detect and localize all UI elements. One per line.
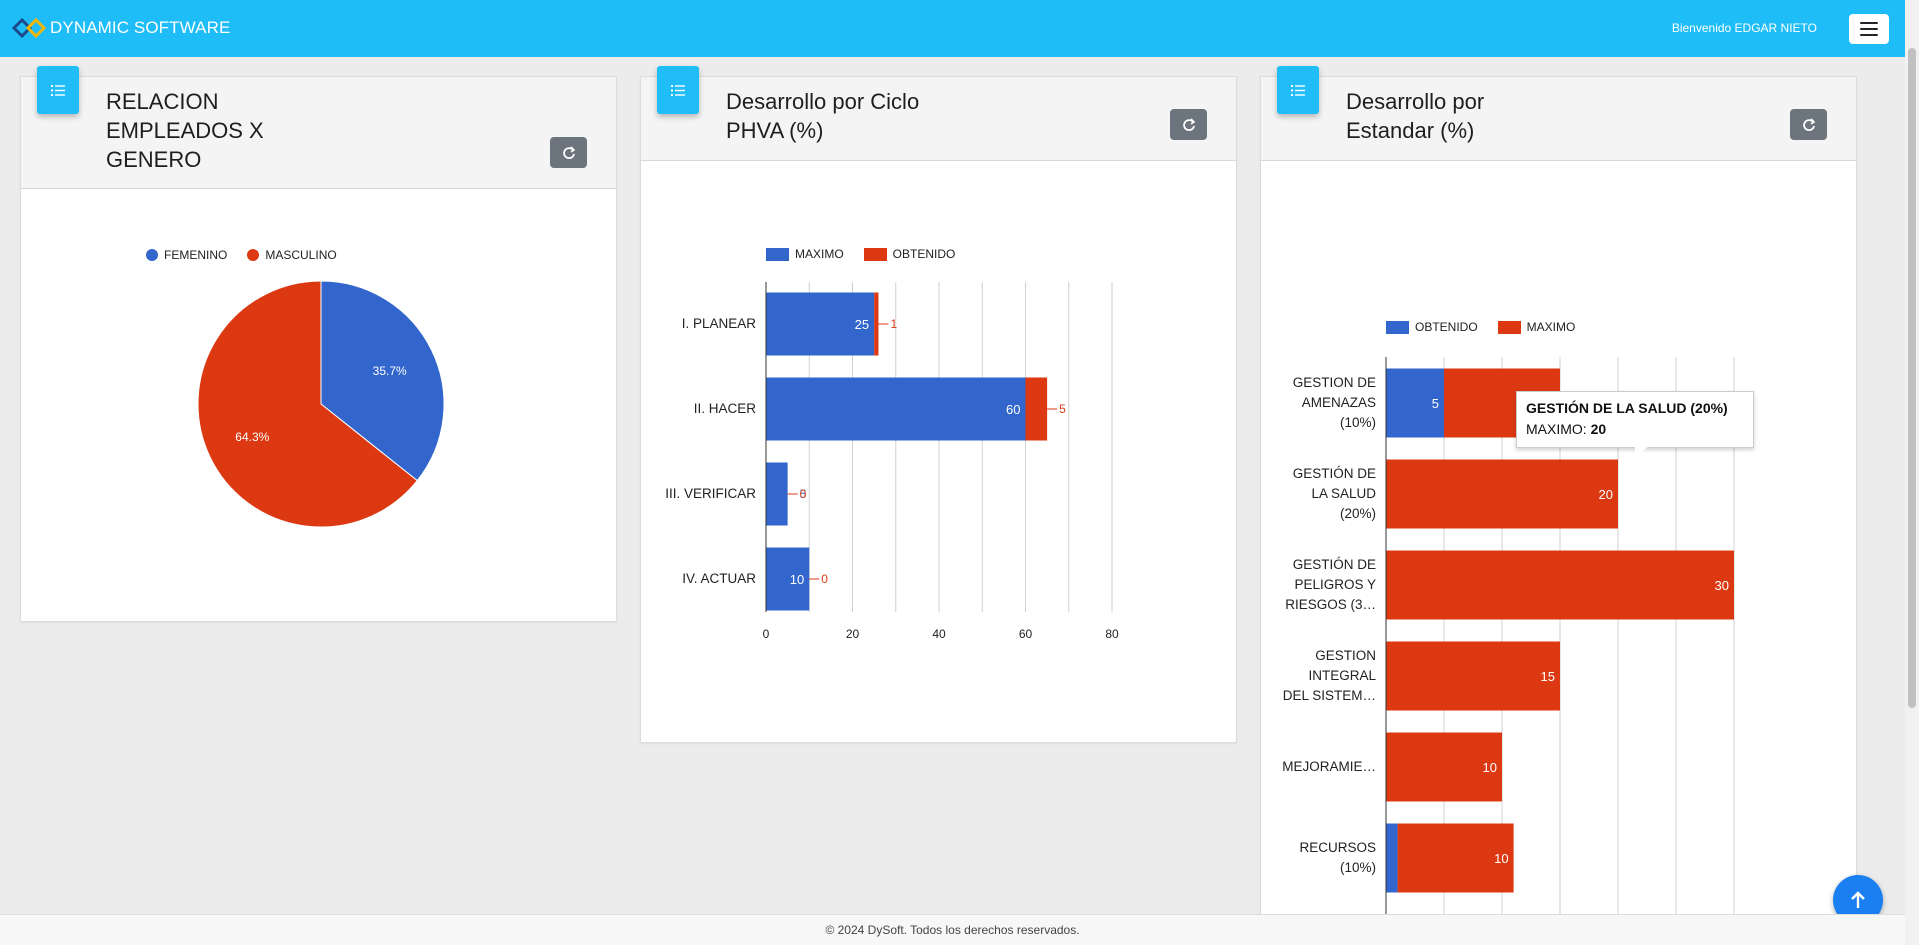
card-header: RELACION EMPLEADOS X GENERO	[21, 66, 616, 189]
page-scrollbar[interactable]	[1905, 0, 1919, 945]
data-label: 30	[1715, 578, 1729, 593]
refresh-icon	[1182, 117, 1195, 131]
hamburger-menu-icon	[1860, 22, 1878, 37]
bar-obtenido[interactable]	[874, 292, 879, 356]
refresh-icon	[562, 145, 575, 159]
legend-item-masculino[interactable]: MASCULINO	[247, 248, 337, 262]
brand-name: DYNAMIC SOFTWARE	[50, 18, 231, 37]
pie-legend: FEMENINO MASCULINO	[146, 248, 357, 262]
legend-item-femenino[interactable]: FEMENINO	[146, 248, 227, 262]
data-label: 5	[1432, 396, 1439, 411]
bar-maximo[interactable]	[766, 462, 788, 526]
data-label: 15	[1541, 669, 1555, 684]
card-header: Desarrollo por Ciclo PHVA (%)	[641, 66, 1236, 161]
category-label: DEL SISTEM…	[1283, 688, 1376, 703]
navbar: DYNAMIC SOFTWARE Bienvenido EDGAR NIETO	[0, 0, 1919, 57]
list-icon[interactable]	[37, 66, 79, 114]
card-title: Desarrollo por Estandar (%)	[1346, 89, 1485, 143]
category-label: RECURSOS	[1299, 840, 1376, 855]
bar-maximo[interactable]	[766, 377, 1026, 441]
card-title: Desarrollo por Ciclo PHVA (%)	[726, 89, 920, 143]
data-label: 5	[800, 487, 807, 501]
x-tick-label: 0	[763, 627, 770, 641]
x-tick-label: 40	[932, 627, 946, 641]
bar-obtenido[interactable]	[1025, 377, 1048, 441]
brand-logo-icon	[12, 17, 46, 39]
bar-obtenido[interactable]	[1386, 823, 1398, 893]
data-label: 25	[855, 317, 869, 332]
tooltip-value: MAXIMO: 20	[1526, 421, 1607, 437]
data-label: 0	[821, 572, 828, 586]
phva-bar-chart: 0 20 40 60 80 I. PLANEAR 25 1 II. HACER 60 5 III. V…	[665, 282, 1119, 641]
legend-item-obtenido[interactable]: OBTENIDO	[863, 247, 955, 261]
legend-item-maximo[interactable]: MAXIMO	[766, 247, 844, 261]
category-label: GESTIÓN DE	[1293, 466, 1376, 481]
category-label: PELIGROS Y	[1294, 577, 1376, 592]
phva-card: Desarrollo por Ciclo PHVA (%) MAXIMO OBT…	[640, 66, 1237, 743]
pie-slice-label: 64.3%	[235, 430, 269, 444]
data-label: 20	[1599, 487, 1613, 502]
refresh-icon	[1802, 117, 1815, 131]
card-title: RELACION EMPLEADOS X GENERO	[106, 89, 264, 172]
footer: © 2024 DySoft. Todos los derechos reserv…	[0, 914, 1905, 945]
menu-button[interactable]	[1849, 14, 1889, 44]
category-label: (10%)	[1340, 415, 1376, 430]
pie-slice-masculino[interactable]	[197, 280, 418, 528]
x-tick-label: 60	[1019, 627, 1033, 641]
category-label: (20%)	[1340, 506, 1376, 521]
bar-maximo[interactable]	[766, 547, 810, 611]
data-label: 10	[790, 572, 804, 587]
category-label: GESTIÓN DE	[1293, 557, 1376, 572]
refresh-button[interactable]	[550, 137, 587, 168]
pie-slice-label: 35.7%	[373, 364, 407, 378]
card-header: Desarrollo por Estandar (%)	[1261, 66, 1856, 161]
gender-pie-chart: 35.7% 64.3%	[197, 280, 445, 528]
category-label: IV. ACTUAR	[682, 571, 756, 586]
category-label: GESTION DE	[1293, 375, 1376, 390]
bar-maximo[interactable]	[766, 292, 875, 356]
data-label: 60	[1006, 402, 1020, 417]
pie-slice-femenino[interactable]	[320, 280, 445, 482]
brand[interactable]: DYNAMIC SOFTWARE	[12, 16, 230, 40]
list-icon[interactable]	[1277, 66, 1319, 114]
footer-text: © 2024 DySoft. Todos los derechos reserv…	[825, 923, 1080, 937]
category-label: III. VERIFICAR	[665, 486, 756, 501]
standard-legend: OBTENIDO MAXIMO	[1386, 320, 1595, 334]
legend-item-maximo[interactable]: MAXIMO	[1497, 320, 1575, 334]
data-label: 0	[800, 487, 807, 501]
refresh-button[interactable]	[1170, 109, 1207, 140]
category-label: MEJORAMIE…	[1282, 759, 1376, 774]
data-label: 5	[1059, 402, 1066, 416]
tooltip-title: GESTIÓN DE LA SALUD (20%)	[1526, 400, 1728, 416]
category-label: GESTION	[1315, 648, 1376, 663]
standard-bar-chart: GESTION DE AMENAZAS (10%) 5 GESTIÓN DE LA SAL…	[1282, 357, 1735, 917]
gender-card: RELACION EMPLEADOS X GENERO FEMENINO MAS…	[20, 66, 617, 622]
bar-maximo[interactable]	[1397, 823, 1514, 893]
welcome-text: Bienvenido EDGAR NIETO	[1671, 21, 1817, 35]
x-tick-label: 20	[846, 627, 860, 641]
bar-maximo[interactable]	[1386, 459, 1618, 529]
category-label: AMENAZAS	[1302, 395, 1376, 410]
legend-item-obtenido[interactable]: OBTENIDO	[1386, 320, 1478, 334]
arrow-up-icon	[1851, 891, 1865, 908]
chart-tooltip: GESTIÓN DE LA SALUD (20%) MAXIMO: 20	[1516, 391, 1754, 458]
bar-maximo[interactable]	[1386, 641, 1560, 711]
category-label: LA SALUD	[1311, 486, 1376, 501]
bar-maximo[interactable]	[1386, 550, 1734, 620]
phva-legend: MAXIMO OBTENIDO	[766, 247, 975, 261]
category-label: I. PLANEAR	[682, 316, 757, 331]
data-label: 10	[1494, 851, 1508, 866]
category-label: II. HACER	[694, 401, 757, 416]
category-label: RIESGOS (3…	[1285, 597, 1376, 612]
data-label: 10	[1483, 760, 1497, 775]
refresh-button[interactable]	[1790, 109, 1827, 140]
data-label: 1	[890, 317, 897, 331]
category-label: INTEGRAL	[1308, 668, 1376, 683]
list-icon[interactable]	[657, 66, 699, 114]
x-tick-label: 80	[1105, 627, 1119, 641]
bar-obtenido[interactable]	[1386, 368, 1444, 438]
standard-card: Desarrollo por Estandar (%) OBTENIDO MAX…	[1260, 66, 1857, 918]
bar-maximo[interactable]	[1386, 732, 1502, 802]
category-label: (10%)	[1340, 860, 1376, 875]
